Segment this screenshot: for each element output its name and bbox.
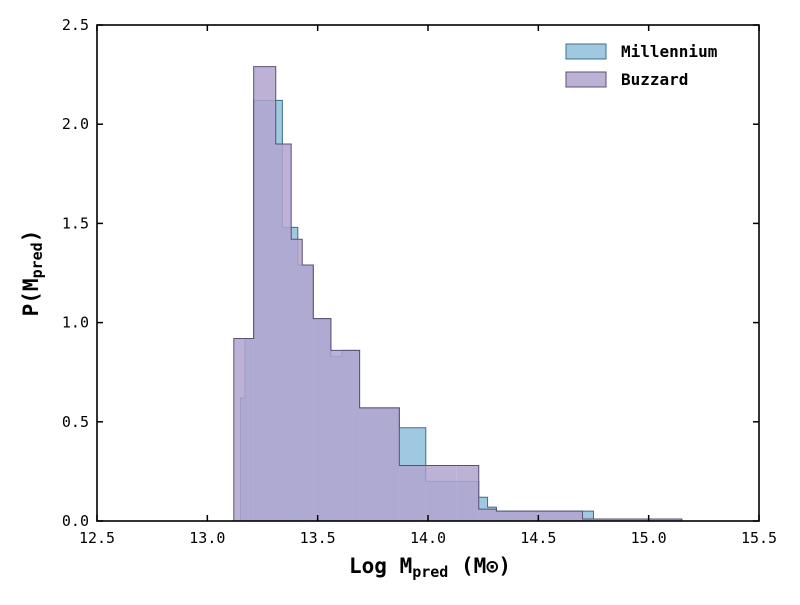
y-tick-label: 1.5 — [62, 214, 89, 232]
hist-bar-buzzard — [478, 509, 497, 521]
hist-bar-buzzard — [253, 66, 276, 521]
x-tick-label: 13.5 — [300, 529, 336, 547]
hist-bar-buzzard — [425, 465, 457, 521]
y-axis-title-subscript: pred — [28, 242, 46, 278]
hist-bar-buzzard — [341, 350, 360, 521]
legend-swatch-buzzard — [565, 71, 607, 88]
y-tick-label: 2.0 — [62, 115, 89, 133]
hist-bar-buzzard — [496, 511, 583, 521]
hist-bar-buzzard — [233, 338, 254, 521]
y-tick-label: 1.0 — [62, 314, 89, 332]
bars-layer — [233, 66, 683, 522]
hist-outline-buzzard — [233, 66, 683, 521]
y-axis-title: P(Mpred) — [19, 230, 46, 317]
hist-bar-buzzard — [330, 350, 342, 521]
hist-bar-buzzard — [359, 407, 400, 521]
x-axis-title-subscript: pred — [412, 563, 448, 581]
y-tick-label: 2.5 — [62, 16, 89, 34]
y-tick-label: 0.0 — [62, 512, 89, 530]
ticks-layer: 12.5 13.0 13.5 14.0 14.5 15.0 15.5 0.0 0.5 1.0 1.5… — [62, 16, 777, 547]
hist-bar-buzzard — [291, 239, 303, 521]
x-axis-title: Log Mpred (M⊙) — [349, 554, 511, 581]
hist-bar-millennium — [582, 511, 594, 521]
y-tick-label: 0.5 — [62, 413, 89, 431]
legend-label-buzzard: Buzzard — [621, 70, 688, 89]
x-tick-label: 12.5 — [79, 529, 115, 547]
x-tick-label: 13.0 — [189, 529, 225, 547]
hist-bar-buzzard — [313, 318, 331, 521]
plot-frame — [96, 24, 760, 522]
x-tick-label: 14.0 — [410, 529, 446, 547]
hist-bar-buzzard — [456, 465, 479, 521]
legend: Millennium Buzzard — [565, 42, 718, 89]
x-tick-label: 15.5 — [741, 529, 777, 547]
hist-bar-buzzard — [275, 144, 292, 522]
hist-bar-buzzard — [302, 265, 314, 521]
x-tick-label: 14.5 — [520, 529, 556, 547]
x-tick-label: 15.0 — [631, 529, 667, 547]
legend-swatch-millennium — [565, 43, 607, 60]
legend-label-millennium: Millennium — [621, 42, 718, 61]
solar-mass-symbol: ⊙ — [486, 554, 498, 578]
hist-bar-buzzard — [399, 465, 426, 521]
hist-bar-buzzard — [582, 519, 682, 521]
